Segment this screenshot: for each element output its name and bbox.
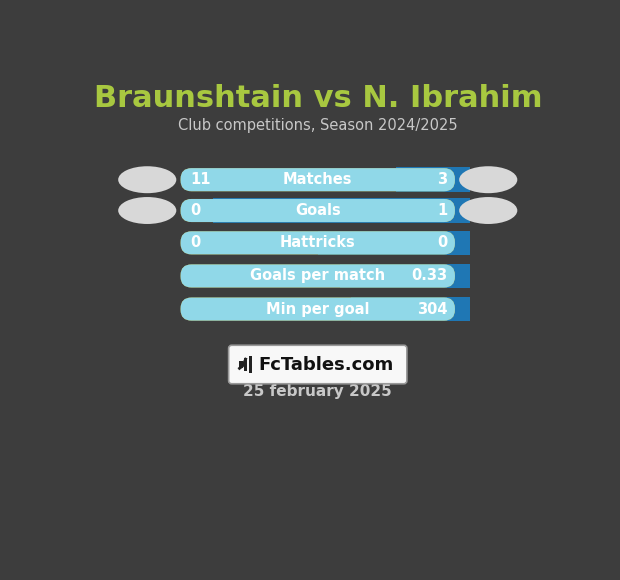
- FancyBboxPatch shape: [180, 231, 455, 255]
- FancyBboxPatch shape: [180, 264, 455, 288]
- FancyBboxPatch shape: [180, 199, 455, 222]
- Text: FcTables.com: FcTables.com: [258, 356, 393, 374]
- Text: 0: 0: [437, 235, 447, 251]
- Text: 25 february 2025: 25 february 2025: [244, 384, 392, 399]
- Text: Goals per match: Goals per match: [250, 269, 385, 284]
- Text: Matches: Matches: [283, 172, 353, 187]
- Text: 304: 304: [417, 302, 447, 317]
- Text: Club competitions, Season 2024/2025: Club competitions, Season 2024/2025: [178, 118, 458, 133]
- Ellipse shape: [118, 197, 176, 224]
- FancyBboxPatch shape: [180, 298, 455, 321]
- FancyBboxPatch shape: [180, 168, 455, 191]
- FancyBboxPatch shape: [180, 231, 455, 255]
- Text: 0.33: 0.33: [411, 269, 447, 284]
- Text: 11: 11: [191, 172, 211, 187]
- Text: 1: 1: [437, 203, 447, 218]
- Bar: [396, 168, 471, 192]
- FancyBboxPatch shape: [229, 345, 407, 384]
- Bar: [244, 358, 247, 371]
- Bar: [340, 264, 471, 288]
- Bar: [213, 198, 471, 223]
- Text: 0: 0: [191, 235, 201, 251]
- FancyBboxPatch shape: [180, 199, 455, 222]
- FancyBboxPatch shape: [180, 168, 455, 191]
- Ellipse shape: [459, 197, 517, 224]
- FancyBboxPatch shape: [180, 264, 455, 288]
- Text: 0: 0: [191, 203, 201, 218]
- Bar: [239, 361, 242, 368]
- Text: Braunshtain vs N. Ibrahim: Braunshtain vs N. Ibrahim: [94, 84, 542, 113]
- FancyBboxPatch shape: [180, 298, 455, 321]
- Text: Min per goal: Min per goal: [266, 302, 370, 317]
- Bar: [317, 230, 471, 255]
- Bar: [249, 356, 252, 373]
- Bar: [351, 297, 471, 321]
- Ellipse shape: [118, 166, 176, 193]
- Text: 3: 3: [437, 172, 447, 187]
- Text: Hattricks: Hattricks: [280, 235, 356, 251]
- Text: Goals: Goals: [295, 203, 340, 218]
- Ellipse shape: [459, 166, 517, 193]
